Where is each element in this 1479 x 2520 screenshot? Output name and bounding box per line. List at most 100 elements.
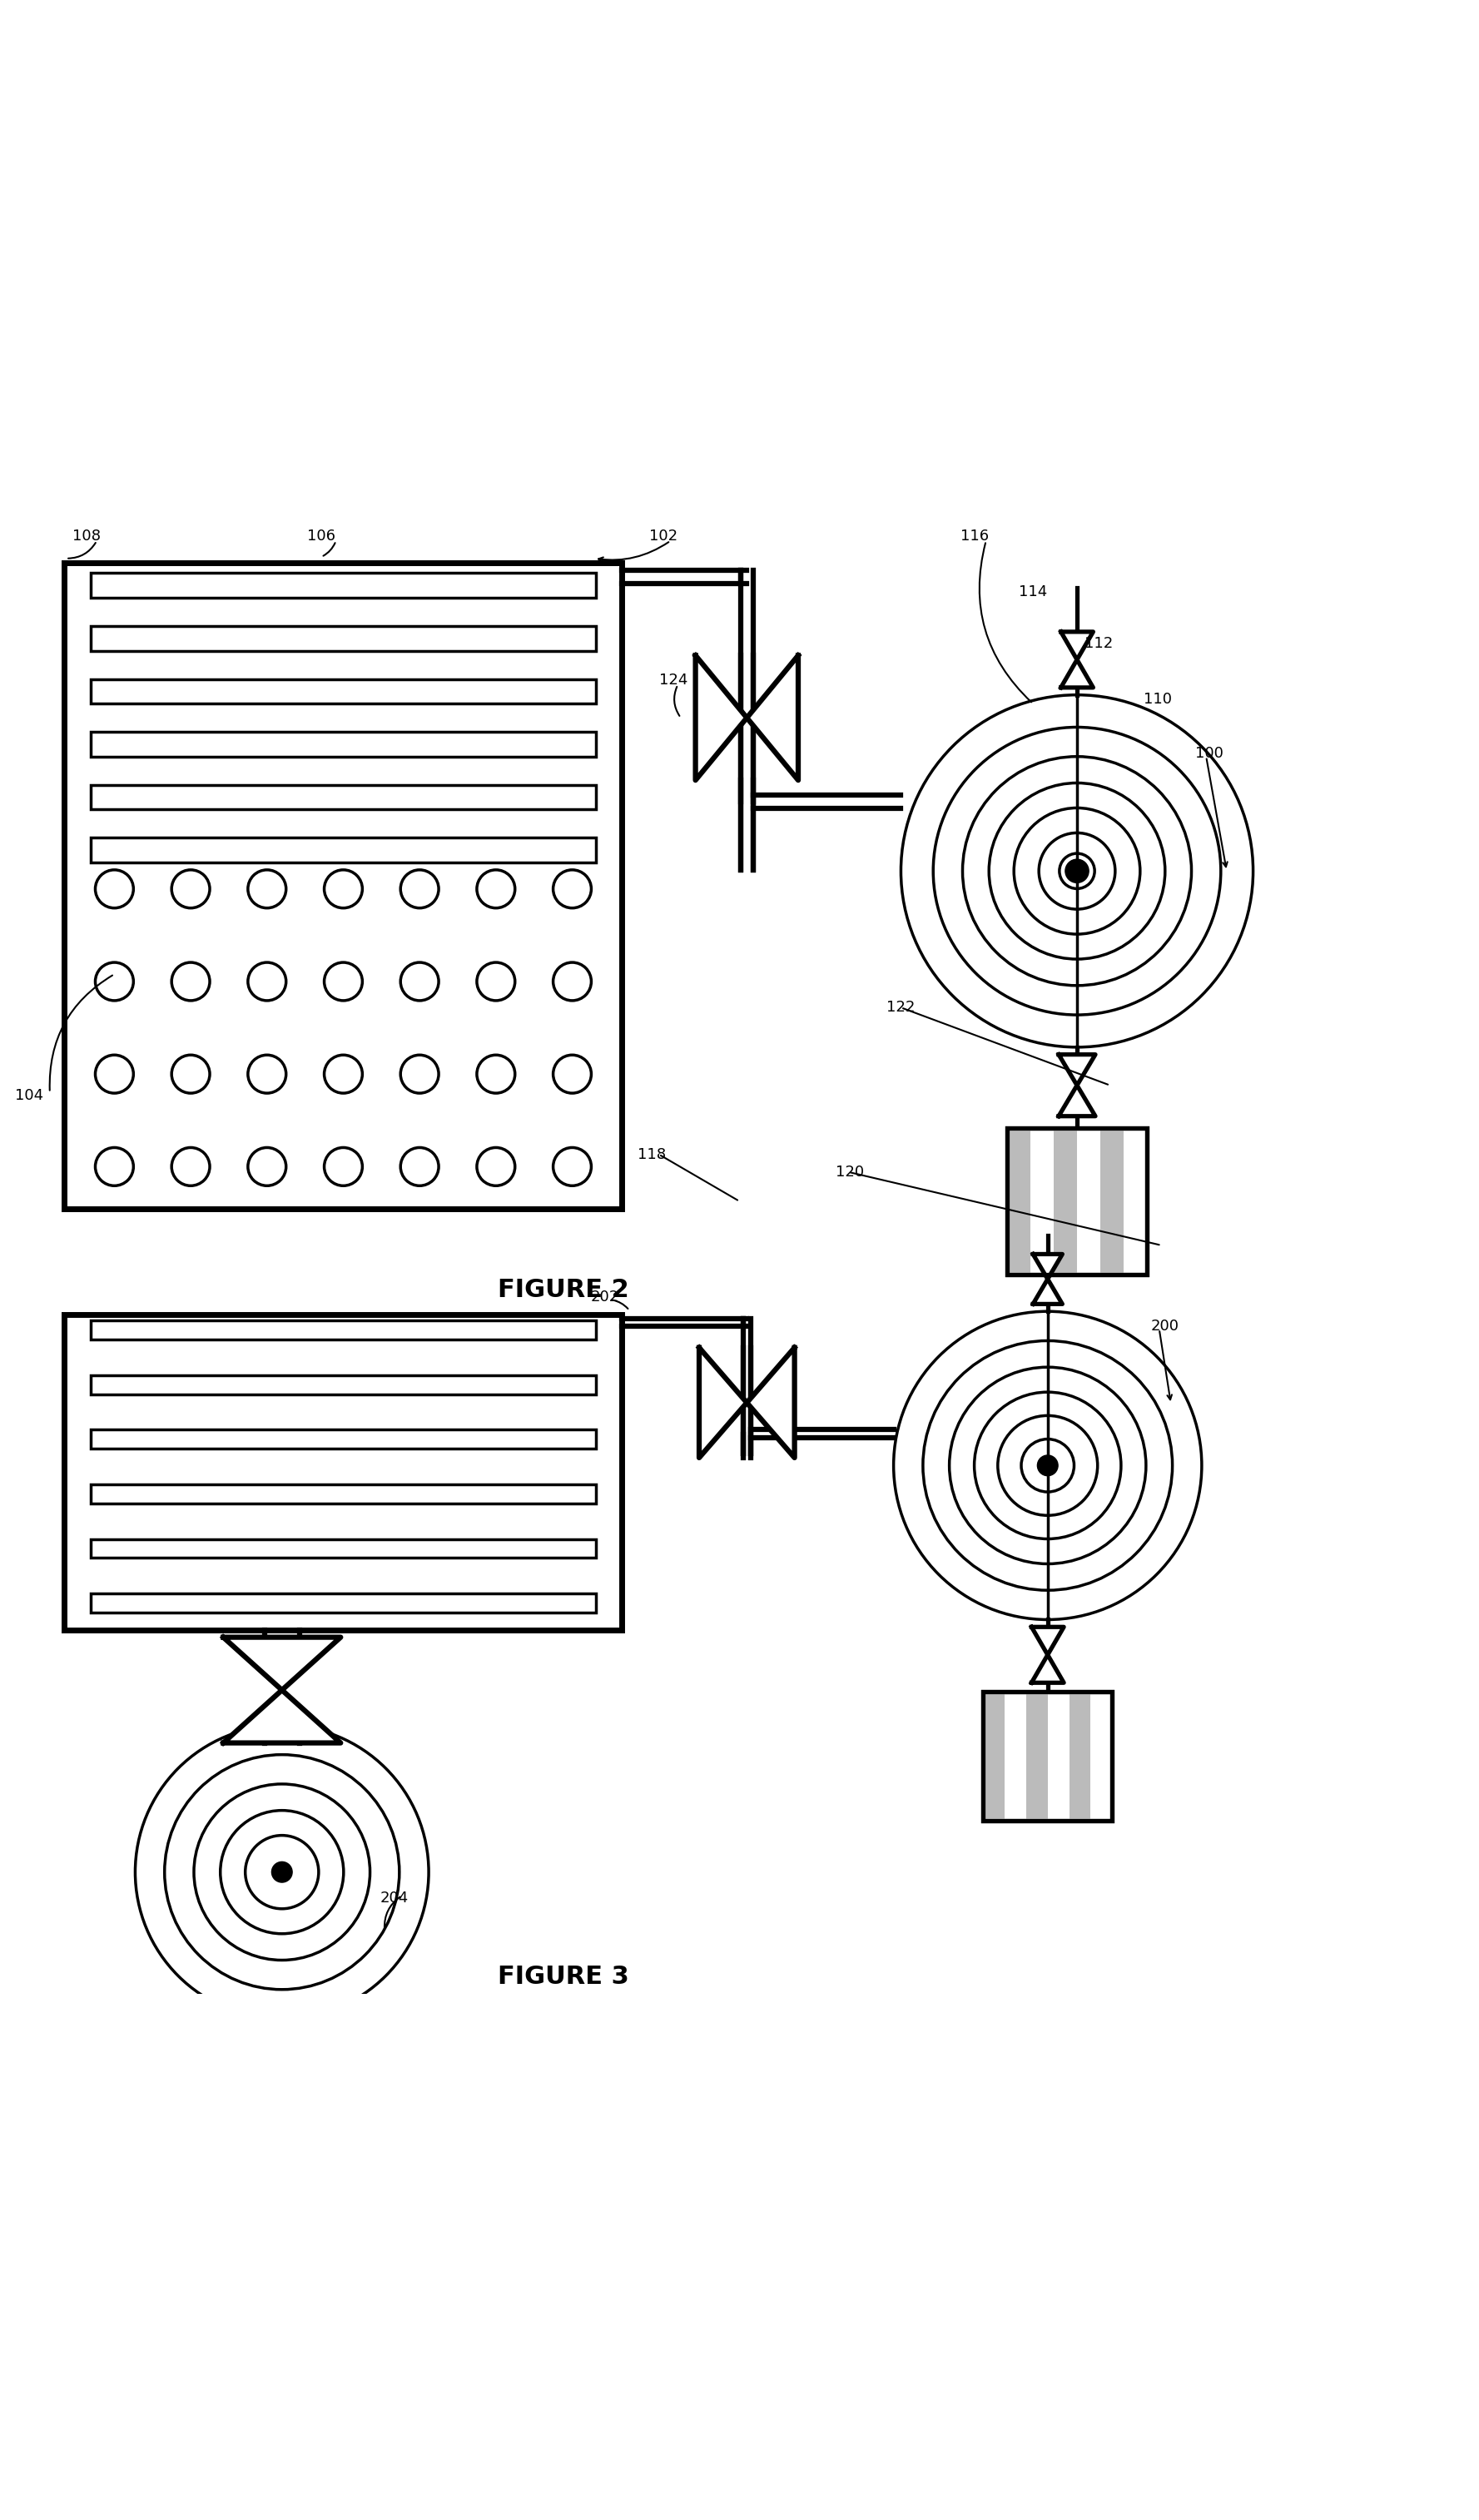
Bar: [90, 1429, 596, 1449]
Circle shape: [893, 1310, 1202, 1620]
Polygon shape: [223, 1638, 340, 1691]
Circle shape: [172, 1147, 210, 1187]
Text: 120: 120: [836, 1164, 864, 1179]
Bar: [984, 1691, 1112, 1822]
Circle shape: [95, 963, 133, 1000]
Circle shape: [998, 1416, 1097, 1515]
Polygon shape: [1060, 660, 1093, 688]
Text: 118: 118: [637, 1147, 666, 1162]
Circle shape: [401, 869, 439, 907]
Bar: [1007, 1129, 1146, 1275]
Circle shape: [950, 1368, 1146, 1565]
Bar: [1026, 1691, 1047, 1822]
Circle shape: [324, 1147, 362, 1187]
Circle shape: [1037, 1454, 1057, 1477]
Circle shape: [901, 696, 1253, 1048]
Circle shape: [1059, 854, 1094, 890]
Bar: [1007, 1129, 1146, 1275]
Polygon shape: [223, 1691, 340, 1744]
Bar: [90, 1376, 596, 1394]
Polygon shape: [747, 1348, 794, 1457]
Circle shape: [95, 869, 133, 907]
Circle shape: [248, 963, 285, 1000]
Text: 116: 116: [960, 529, 988, 544]
Circle shape: [476, 963, 515, 1000]
Text: 124: 124: [660, 673, 688, 688]
Circle shape: [989, 784, 1165, 960]
Bar: [1053, 1129, 1077, 1275]
Text: 200: 200: [1151, 1318, 1179, 1333]
Text: FIGURE 2: FIGURE 2: [498, 1278, 629, 1303]
Bar: [65, 562, 623, 1210]
Bar: [90, 784, 596, 809]
Circle shape: [95, 1056, 133, 1094]
Circle shape: [248, 1056, 285, 1094]
Circle shape: [272, 1862, 293, 1882]
Circle shape: [172, 1056, 210, 1094]
Bar: [1100, 1129, 1124, 1275]
Bar: [1069, 1691, 1090, 1822]
Circle shape: [553, 1056, 592, 1094]
Bar: [90, 678, 596, 703]
Circle shape: [933, 728, 1220, 1016]
Text: 108: 108: [72, 529, 101, 544]
Circle shape: [553, 1147, 592, 1187]
Bar: [984, 1691, 1112, 1822]
Circle shape: [553, 869, 592, 907]
Polygon shape: [1032, 1255, 1062, 1280]
Text: 104: 104: [15, 1089, 43, 1104]
Polygon shape: [1032, 1280, 1062, 1303]
Circle shape: [553, 963, 592, 1000]
Polygon shape: [700, 1348, 747, 1457]
Bar: [90, 572, 596, 597]
Bar: [90, 1593, 596, 1613]
Circle shape: [1065, 859, 1089, 882]
Circle shape: [95, 1147, 133, 1187]
Polygon shape: [1031, 1628, 1063, 1656]
Bar: [984, 1691, 1004, 1822]
Circle shape: [476, 1056, 515, 1094]
Text: 122: 122: [886, 1000, 916, 1016]
Circle shape: [1015, 809, 1140, 935]
Text: 106: 106: [308, 529, 336, 544]
Polygon shape: [1031, 1656, 1063, 1683]
Bar: [90, 625, 596, 650]
Bar: [90, 1320, 596, 1341]
Polygon shape: [1060, 633, 1093, 660]
Bar: [90, 1484, 596, 1504]
Circle shape: [476, 869, 515, 907]
Circle shape: [164, 1754, 399, 1988]
Text: 202: 202: [590, 1290, 618, 1305]
Bar: [90, 839, 596, 862]
Text: 114: 114: [1019, 585, 1047, 600]
Circle shape: [324, 1056, 362, 1094]
Polygon shape: [1059, 1053, 1096, 1086]
Text: FIGURE 3: FIGURE 3: [498, 1966, 629, 1988]
Circle shape: [401, 1147, 439, 1187]
Bar: [1007, 1129, 1031, 1275]
Circle shape: [324, 963, 362, 1000]
Bar: [65, 1315, 623, 1630]
Circle shape: [401, 963, 439, 1000]
Circle shape: [923, 1341, 1173, 1590]
Text: 204: 204: [380, 1890, 408, 1905]
Circle shape: [194, 1784, 370, 1961]
Circle shape: [1021, 1439, 1074, 1492]
Circle shape: [476, 1147, 515, 1187]
Circle shape: [172, 869, 210, 907]
Circle shape: [401, 1056, 439, 1094]
Circle shape: [172, 963, 210, 1000]
Circle shape: [324, 869, 362, 907]
Bar: [90, 1540, 596, 1557]
Polygon shape: [1059, 1086, 1096, 1116]
Circle shape: [135, 1726, 429, 2019]
Text: 110: 110: [1143, 693, 1171, 706]
Polygon shape: [695, 655, 747, 781]
Polygon shape: [747, 655, 799, 781]
Circle shape: [963, 756, 1192, 985]
Text: 112: 112: [1084, 635, 1114, 650]
Circle shape: [220, 1809, 343, 1933]
Circle shape: [248, 869, 285, 907]
Text: 102: 102: [649, 529, 677, 544]
Circle shape: [246, 1835, 318, 1908]
